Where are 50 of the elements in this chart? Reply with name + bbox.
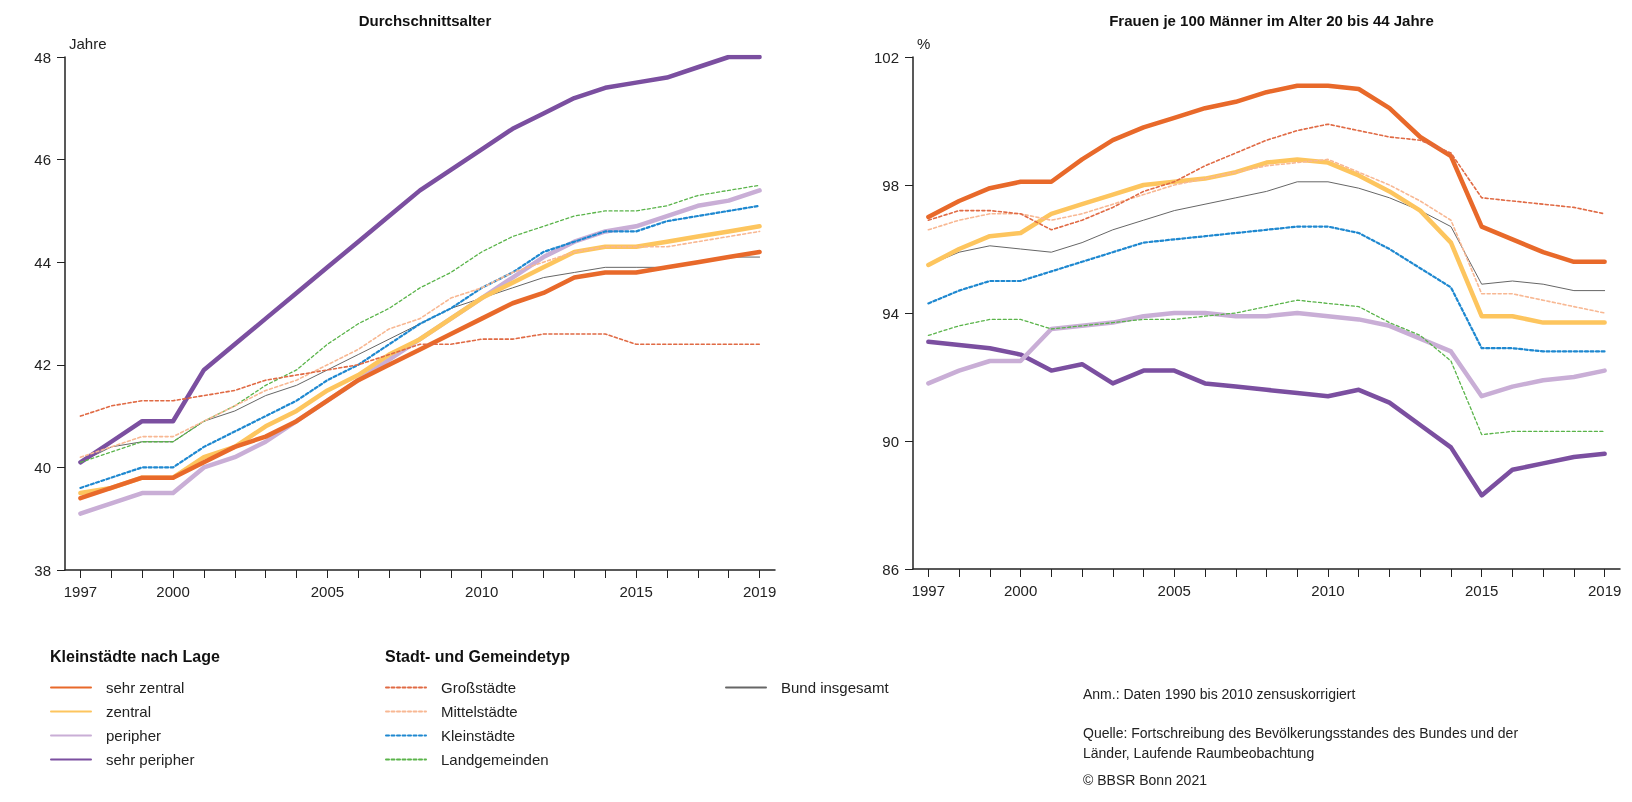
y-tick-label: 98 [882,176,899,194]
legend-label: Kleinstädte [441,727,516,744]
line-series [926,310,1607,399]
x-tick-label: 2005 [310,583,345,600]
legend-label: Großstädte [441,679,517,696]
line-series [927,225,1606,353]
x-tick-label: 2019 [742,583,777,600]
y-tick-label: 44 [34,253,51,271]
y-tick-label: 48 [34,48,51,66]
source-note: Quelle: Fortschreibung des Bevölkerungsstandes des Bundes und der Länder, Laufende Raumbeobachtung [1083,725,1522,761]
y-axis-title: Jahre [69,35,107,52]
line-series [79,184,761,463]
legend-label: Mittelstädte [441,703,518,720]
line-series [927,123,1606,231]
legend-label: sehr peripher [106,751,195,768]
y-tick-label: 42 [34,356,51,374]
legend-label: Landgemeinden [441,751,549,768]
legend-label: zentral [106,703,152,720]
text: © BBSR Bonn 2021 [1083,772,1208,788]
x-tick-label: 2005 [1157,582,1191,599]
legend-label: Bund insgesamt [781,679,890,696]
chart-title: Frauen je 100 Männer im Alter 20 bis 44 Jahre [1109,12,1434,29]
y-tick-label: 40 [34,458,51,476]
y-tick-label: 90 [882,432,899,450]
x-tick-label: 2015 [1464,582,1499,599]
legend-title: Kleinstädte nach Lage [50,647,220,665]
x-tick-label: 1997 [63,583,98,600]
x-tick-label: 2019 [1587,582,1622,599]
x-tick-label: 2010 [1311,582,1345,599]
x-tick-label: 1997 [911,582,946,599]
x-tick-label: 2010 [465,583,499,600]
y-tick-label: 102 [873,48,899,66]
legend-label: sehr zentral [106,679,185,696]
line-series [78,54,762,465]
y-tick-label: 86 [882,560,899,578]
chart-title: Durchschnittsalter [358,12,492,29]
x-tick-label: 2000 [1003,582,1038,599]
line-series [926,339,1607,498]
line-series [927,299,1606,436]
y-tick-label: 38 [34,561,51,579]
x-tick-label: 2015 [619,583,653,600]
legend-label: peripher [106,727,162,744]
y-tick-label: 46 [34,151,51,169]
y-tick-label: 94 [882,304,899,322]
line-series [79,333,761,417]
text: Anm.: Daten 1990 bis 2010 zensuskorrigiert [1083,686,1356,702]
text: Stadt- und Gemeindetyp [385,647,571,665]
y-axis-title: % [917,35,931,52]
x-tick-label: 2000 [156,583,190,600]
line-series [926,83,1607,265]
